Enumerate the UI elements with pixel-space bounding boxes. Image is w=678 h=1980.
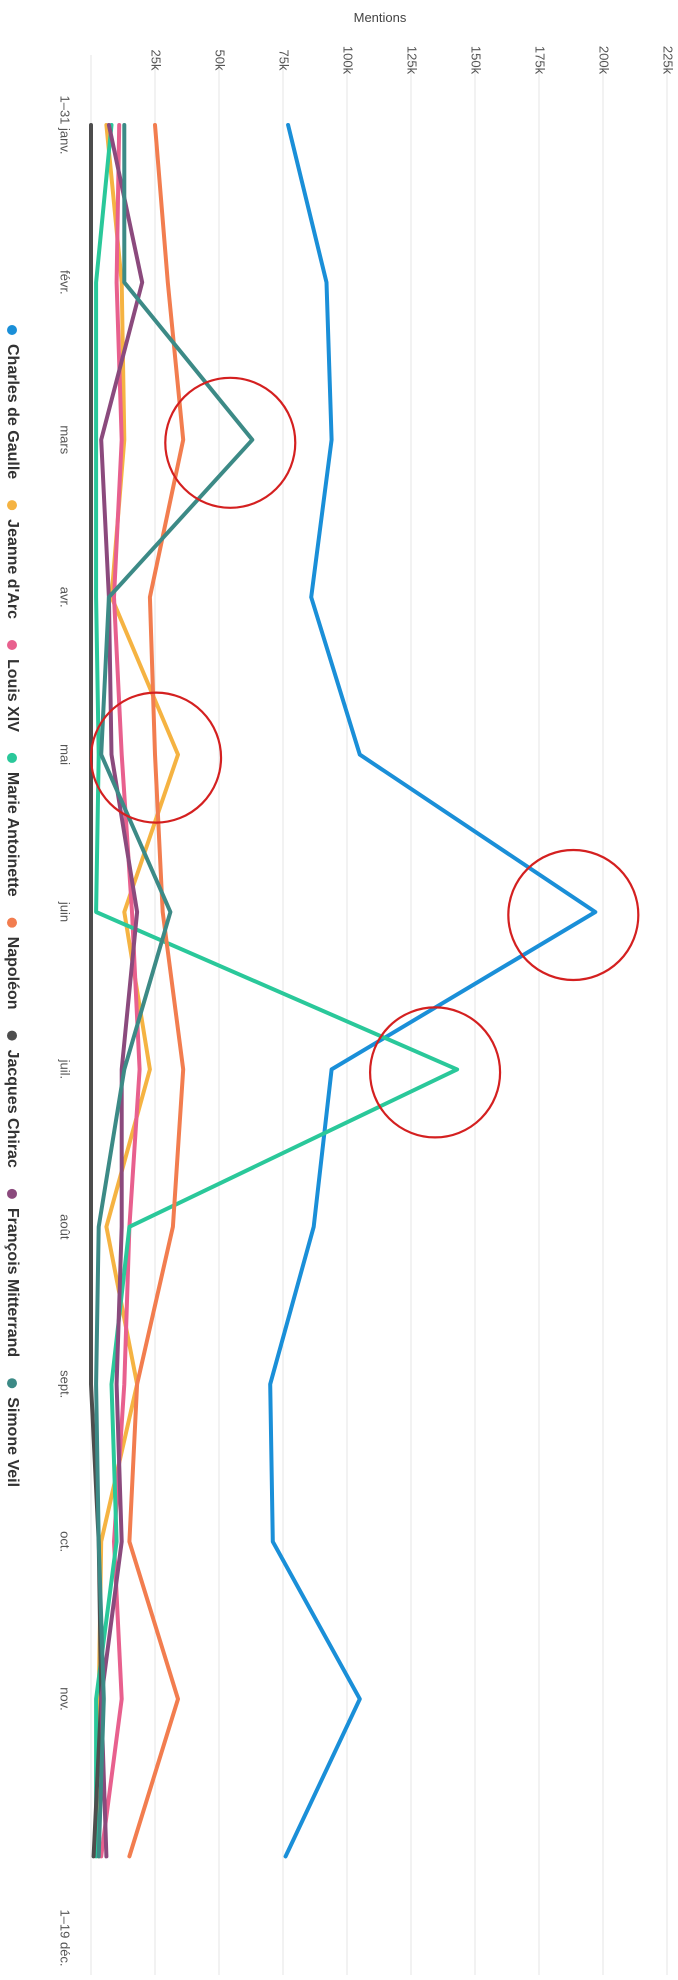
y-tick-label: 75k	[277, 50, 292, 71]
x-tick-label: août	[58, 1214, 73, 1240]
legend-item: Jacques Chirac	[4, 1030, 21, 1168]
legend-marker	[7, 1188, 17, 1199]
legend-label: Louis XIV	[4, 659, 21, 732]
series-line-napol-on	[127, 123, 186, 1859]
legend-label: Charles de Gaulle	[4, 344, 21, 479]
legend-label: Jacques Chirac	[4, 1050, 21, 1168]
series-line-simone-veil	[94, 123, 255, 1859]
series-line-louis-xiv	[99, 123, 142, 1859]
x-tick-label: févr.	[58, 270, 73, 295]
x-tick-label: avr.	[58, 587, 73, 608]
legend-item: Marie Antoinette	[4, 752, 21, 897]
x-tick-label: mai	[58, 744, 73, 765]
x-tick-label: 1–31 janv.	[58, 95, 73, 154]
y-tick-label: 200k	[597, 46, 612, 75]
y-tick-label: 175k	[533, 46, 548, 75]
legend: Charles de Gaulle Jeanne d'Arc Louis XIV Ma…	[4, 325, 21, 1487]
legend-label: Simone Veil	[4, 1397, 21, 1487]
x-tick-label: oct.	[58, 1531, 73, 1552]
legend-label: Marie Antoinette	[4, 772, 21, 897]
x-tick-label: juil.	[58, 1059, 73, 1080]
highlight-circle	[507, 848, 640, 982]
legend-marker	[7, 1378, 17, 1389]
highlight-annotations	[89, 376, 640, 1139]
x-tick-label: sept.	[58, 1370, 73, 1398]
x-tick-label: nov.	[58, 1687, 73, 1711]
y-tick-label: 25k	[149, 50, 164, 71]
y-tick-label: 50k	[213, 50, 228, 71]
highlight-circle	[89, 691, 223, 824]
legend-label: François Mitterrand	[4, 1208, 21, 1357]
series-lines	[89, 123, 598, 1859]
x-tick-label: mars	[58, 425, 73, 454]
y-axis-title: Mentions	[354, 10, 407, 25]
x-tick-label: juin	[58, 901, 73, 922]
legend-marker	[7, 500, 17, 511]
gridlines	[90, 55, 668, 1975]
legend-item: Simone Veil	[4, 1378, 21, 1487]
legend-marker	[7, 325, 17, 335]
x-axis-ticks: 1–31 janv. févr. mars avr. mai juin juil. août s…	[58, 95, 73, 1966]
series-line-charles-de-gaulle	[268, 123, 598, 1859]
legend-marker	[7, 1030, 17, 1041]
legend-marker	[7, 752, 17, 763]
y-tick-label: 150k	[469, 46, 484, 75]
legend-item: François Mitterrand	[4, 1188, 21, 1357]
legend-item: Napoléon	[4, 917, 21, 1010]
series-line-fran-ois-mitterrand	[99, 123, 145, 1859]
x-tick-label: 1–19 déc.	[58, 1909, 73, 1966]
y-tick-label: 100k	[341, 46, 356, 75]
highlight-circle	[368, 1006, 502, 1139]
legend-item: Louis XIV	[4, 640, 21, 732]
y-tick-label: 225k	[661, 46, 676, 75]
legend-item: Charles de Gaulle	[4, 325, 21, 479]
legend-marker	[7, 917, 17, 928]
y-axis-ticks: 25k 50k 75k 100k 125k 150k 175k 200k 225k	[149, 46, 676, 75]
legend-item: Jeanne d'Arc	[4, 500, 21, 619]
highlight-circle	[164, 376, 297, 509]
legend-label: Napoléon	[4, 937, 21, 1010]
series-line-marie-antoinette	[94, 123, 460, 1859]
y-tick-label: 125k	[405, 46, 420, 75]
legend-label: Jeanne d'Arc	[4, 519, 21, 619]
legend-marker	[7, 640, 17, 651]
